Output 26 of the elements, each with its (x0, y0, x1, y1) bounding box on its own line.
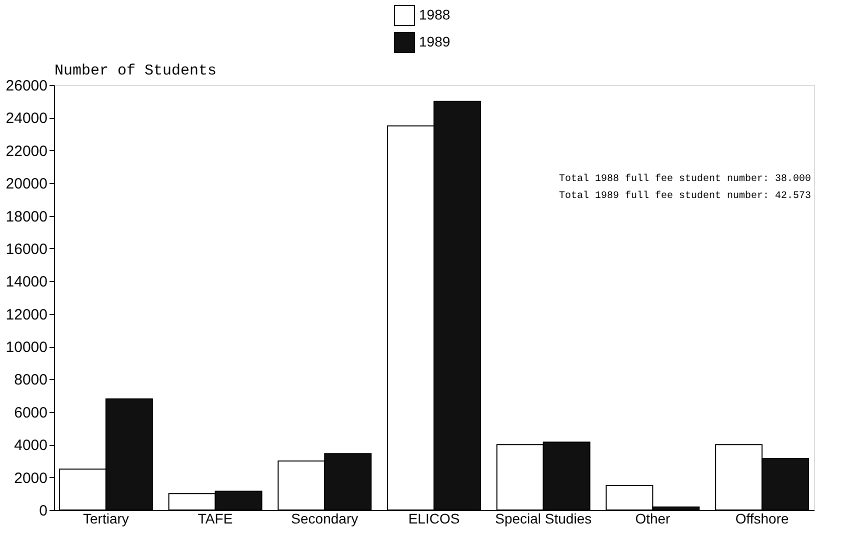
y-tick-label: 26000 (6, 78, 48, 94)
y-tick-label: 14000 (6, 274, 48, 291)
legend-label: 1988 (419, 6, 450, 22)
x-tick-label: Offshore (735, 510, 789, 526)
legend-label: 1989 (419, 34, 450, 50)
y-tick-label: 10000 (6, 339, 48, 356)
y-tick-label: 12000 (6, 306, 48, 324)
annotation: Total 1988 full fee student number: 38.000 (558, 173, 811, 185)
x-tick-label: Other (635, 510, 671, 526)
y-tick-label: 6000 (14, 404, 48, 422)
y-tick-label: 22000 (6, 142, 48, 160)
x-tick-label: Tertiary (82, 510, 129, 526)
x-tick-label: Secondary (291, 510, 358, 526)
x-tick-label: Special Studies (495, 510, 592, 526)
x-tick-label: ELICOS (408, 510, 460, 526)
y-tick-label: 8000 (14, 372, 48, 389)
y-tick-label: 18000 (6, 208, 48, 226)
y-tick-label: 0 (39, 502, 48, 520)
y-tick-label: 4000 (14, 437, 48, 454)
y-tick-label: 20000 (6, 176, 48, 193)
annotation: Total 1989 full fee student number: 42.573 (558, 190, 811, 202)
y-tick-label: 24000 (6, 110, 48, 128)
y-tick-label: 2000 (14, 470, 48, 487)
x-tick-label: TAFE (198, 510, 233, 526)
y-tick-label: 16000 (6, 240, 48, 258)
y-axis-title: Number of Students (54, 62, 217, 80)
